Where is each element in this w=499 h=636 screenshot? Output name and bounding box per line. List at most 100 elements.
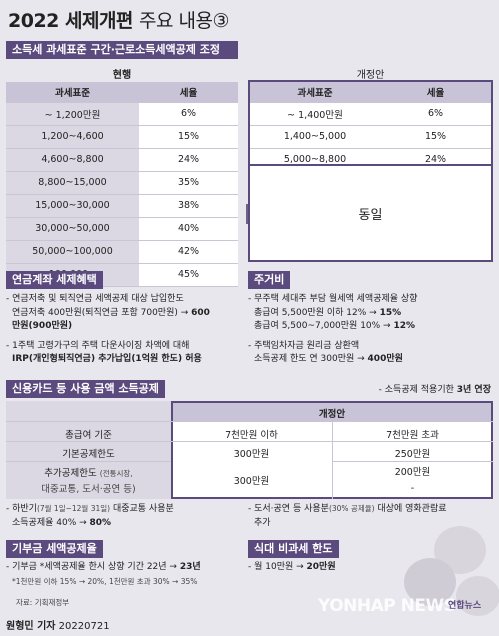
card-row1-b: 250만원 — [394, 449, 431, 460]
table-header-row: 과세표준 세율 — [6, 82, 238, 103]
cell-base: 30,000~50,000 — [6, 217, 139, 241]
cell-base: 4,600~8,800 — [6, 148, 139, 172]
card-note-bold: 3년 연장 — [456, 385, 491, 395]
logo: 연합뉴스 — [448, 601, 482, 611]
tag-card: 신용카드 등 사용 금액 소득공제 — [6, 380, 165, 398]
current-tax-table: 과세표준 세율 ~ 1,200만원 6% 1,200~4,600 15% 4,600… — [6, 82, 238, 287]
pension-text: - 연금저축 및 퇴직연금 세액공제 대상 납입한도 연금저축 400만원(퇴직… — [6, 293, 210, 367]
tag-meal: 식대 비과세 한도 — [248, 540, 339, 558]
card-row2-label: 추가공제한도 (전통시장, — [6, 465, 171, 479]
same-box: 동일 — [248, 166, 493, 262]
watermark: YONHAP NEWS — [318, 596, 456, 616]
table-row: 5,000~8,800 24% — [250, 148, 491, 171]
housing-bold: 12% — [393, 321, 416, 331]
card-new-label: 개정안 — [318, 409, 346, 420]
meal-bold: 20만원 — [306, 562, 336, 572]
card-row2-small: (전통시장, — [99, 469, 133, 478]
same-label: 동일 — [358, 207, 383, 223]
cell-rate: 42% — [139, 240, 238, 264]
cell-rate: 6% — [380, 102, 491, 126]
card-col-a: 7천만원 이하 — [225, 430, 278, 441]
card-right-text: - 도서·공연 등 사용분(30% 공제율) 대상에 영화관람료 추가 — [248, 502, 447, 530]
card-left-text: - 하반기(7월 1일~12월 31일) 대중교통 사용분 소득공제율 40% … — [6, 502, 174, 530]
table-row: 15,000~30,000 38% — [6, 194, 238, 218]
tag-housing: 주거비 — [248, 271, 291, 289]
card-row2-a: 300만원 — [233, 476, 270, 487]
housing-line: 소득공제 한도 연 300만원 → — [254, 354, 368, 364]
card-row2-b: 200만원 — [394, 467, 431, 478]
title-sub: 주요 내용 — [139, 10, 213, 32]
title-main: 2022 세제개편 — [8, 10, 133, 32]
housing-line: 총급여 5,500만원 이하 12% → — [254, 307, 380, 318]
pension-line: 만원(900만원) — [12, 321, 73, 331]
meal-text: - 월 10만원 → 20만원 — [248, 561, 336, 575]
coins-icon — [404, 526, 499, 616]
cell-rate: 24% — [424, 154, 447, 166]
housing-line: - 무주택 세대주 부담 월세액 세액공제율 상향 — [248, 294, 418, 304]
title-num: ③ — [212, 10, 230, 32]
cell-rate: 40% — [139, 217, 238, 241]
card-left-small: (7월 1일~12월 31일) — [36, 504, 111, 513]
housing-bold: 15% — [379, 307, 402, 318]
card-right-line: - 도서·공연 등 사용분 — [248, 504, 329, 514]
table-row: 1,400~5,000 15% — [250, 125, 491, 149]
card-left-bold: 80% — [89, 517, 112, 528]
cell-rate: 24% — [139, 148, 238, 172]
table-row: 50,000~100,000 42% — [6, 240, 238, 264]
card-col-b: 7천만원 초과 — [386, 430, 439, 441]
cell-base: 8,800~15,000 — [6, 171, 139, 195]
card-note: - 소득공제 적용기한 3년 연장 — [379, 384, 491, 398]
cell-base: ~ 1,200만원 — [6, 102, 139, 126]
section-band-income-tax: 소득세 과세표준 구간·근로소득세액공제 조정 — [6, 41, 238, 59]
cell-rate: 38% — [139, 194, 238, 218]
table-row: 1,200~4,600 15% — [6, 125, 238, 149]
cell-base: 50,000~100,000 — [6, 240, 139, 264]
header-tax-base: 과세표준 — [6, 82, 139, 103]
table-row: 30,000~50,000 40% — [6, 217, 238, 241]
header-tax-base: 과세표준 — [250, 82, 380, 103]
housing-line: - 주택임차자금 원리금 상환액 — [248, 340, 360, 351]
new-label: 개정안 — [356, 70, 385, 81]
tag-donation: 기부금 세액공제율 — [6, 540, 103, 558]
tag-pension: 연금계좌 세제혜택 — [6, 271, 103, 289]
card-col-base: 총급여 기준 — [65, 430, 112, 441]
byline: 원형민 기자 20220721 — [6, 617, 110, 632]
card-left-line: 대중교통 사용분 — [110, 504, 174, 514]
cell-base: 1,400~5,000 — [250, 125, 380, 149]
pension-bold-600: 600 — [191, 307, 210, 318]
page-title: 2022 세제개편 주요 내용③ — [8, 6, 230, 33]
cell-base: 5,000~8,800 — [283, 154, 347, 166]
cell-base: 15,000~30,000 — [6, 194, 139, 218]
card-right-line: 추가 — [254, 517, 271, 528]
card-row2-label-text: 추가공제한도 — [44, 468, 97, 479]
donation-bold: 23년 — [179, 562, 201, 572]
card-row1-a: 300만원 — [233, 449, 270, 460]
new-tax-table: 과세표준 세율 ~ 1,400만원 6% 1,400~5,000 15% 5,000… — [250, 82, 491, 171]
new-tax-table-box: 과세표준 세율 ~ 1,400만원 6% 1,400~5,000 15% 5,000… — [248, 80, 493, 166]
housing-bold: 400만원 — [367, 354, 403, 364]
card-table: 개정안 총급여 기준 7천만원 이하 7천만원 초과 기본공제한도 300만원 … — [6, 401, 493, 499]
table-row: 4,600~8,800 24% — [6, 148, 238, 172]
cell-rate: 15% — [139, 125, 238, 149]
pension-line: IRP(개인형퇴직연금) 추가납입(1억원 한도) 허용 — [12, 354, 202, 364]
meal-line: - 월 10만원 → — [248, 562, 307, 572]
pension-line: 연금저축 400만원(퇴직연금 포함 700만원) → — [12, 307, 192, 318]
header-rate: 세율 — [139, 82, 238, 103]
donation-text: - 기부금 *세액공제율 한시 상향 기간 22년 → 23년 *1천만원 이하… — [6, 561, 201, 588]
donation-line: - 기부금 *세액공제율 한시 상향 기간 22년 → — [6, 562, 180, 572]
pension-line: - 연금저축 및 퇴직연금 세액공제 대상 납입한도 — [6, 294, 184, 304]
pension-line: - 1주택 고령가구의 주택 다운사이징 차액에 대해 — [6, 340, 190, 351]
header-rate: 세율 — [380, 82, 491, 103]
cell-rate: 6% — [139, 102, 238, 126]
table-row: ~ 1,400만원 6% — [250, 102, 491, 126]
cell-base: 1,200~4,600 — [6, 125, 139, 149]
cell-rate: 45% — [139, 263, 238, 287]
cell-rate: 35% — [139, 171, 238, 195]
card-note-prefix: - 소득공제 적용기한 — [378, 385, 457, 395]
card-right-line: 대상에 영화관람료 — [374, 504, 447, 514]
table-row: 8,800~15,000 35% — [6, 171, 238, 195]
card-right-small: (30% 공제율) — [328, 504, 375, 513]
housing-text: - 무주택 세대주 부담 월세액 세액공제율 상향 총급여 5,500만원 이하… — [248, 293, 417, 367]
card-left-line: - 하반기 — [6, 504, 37, 514]
cell-base: ~ 1,400만원 — [250, 102, 380, 126]
